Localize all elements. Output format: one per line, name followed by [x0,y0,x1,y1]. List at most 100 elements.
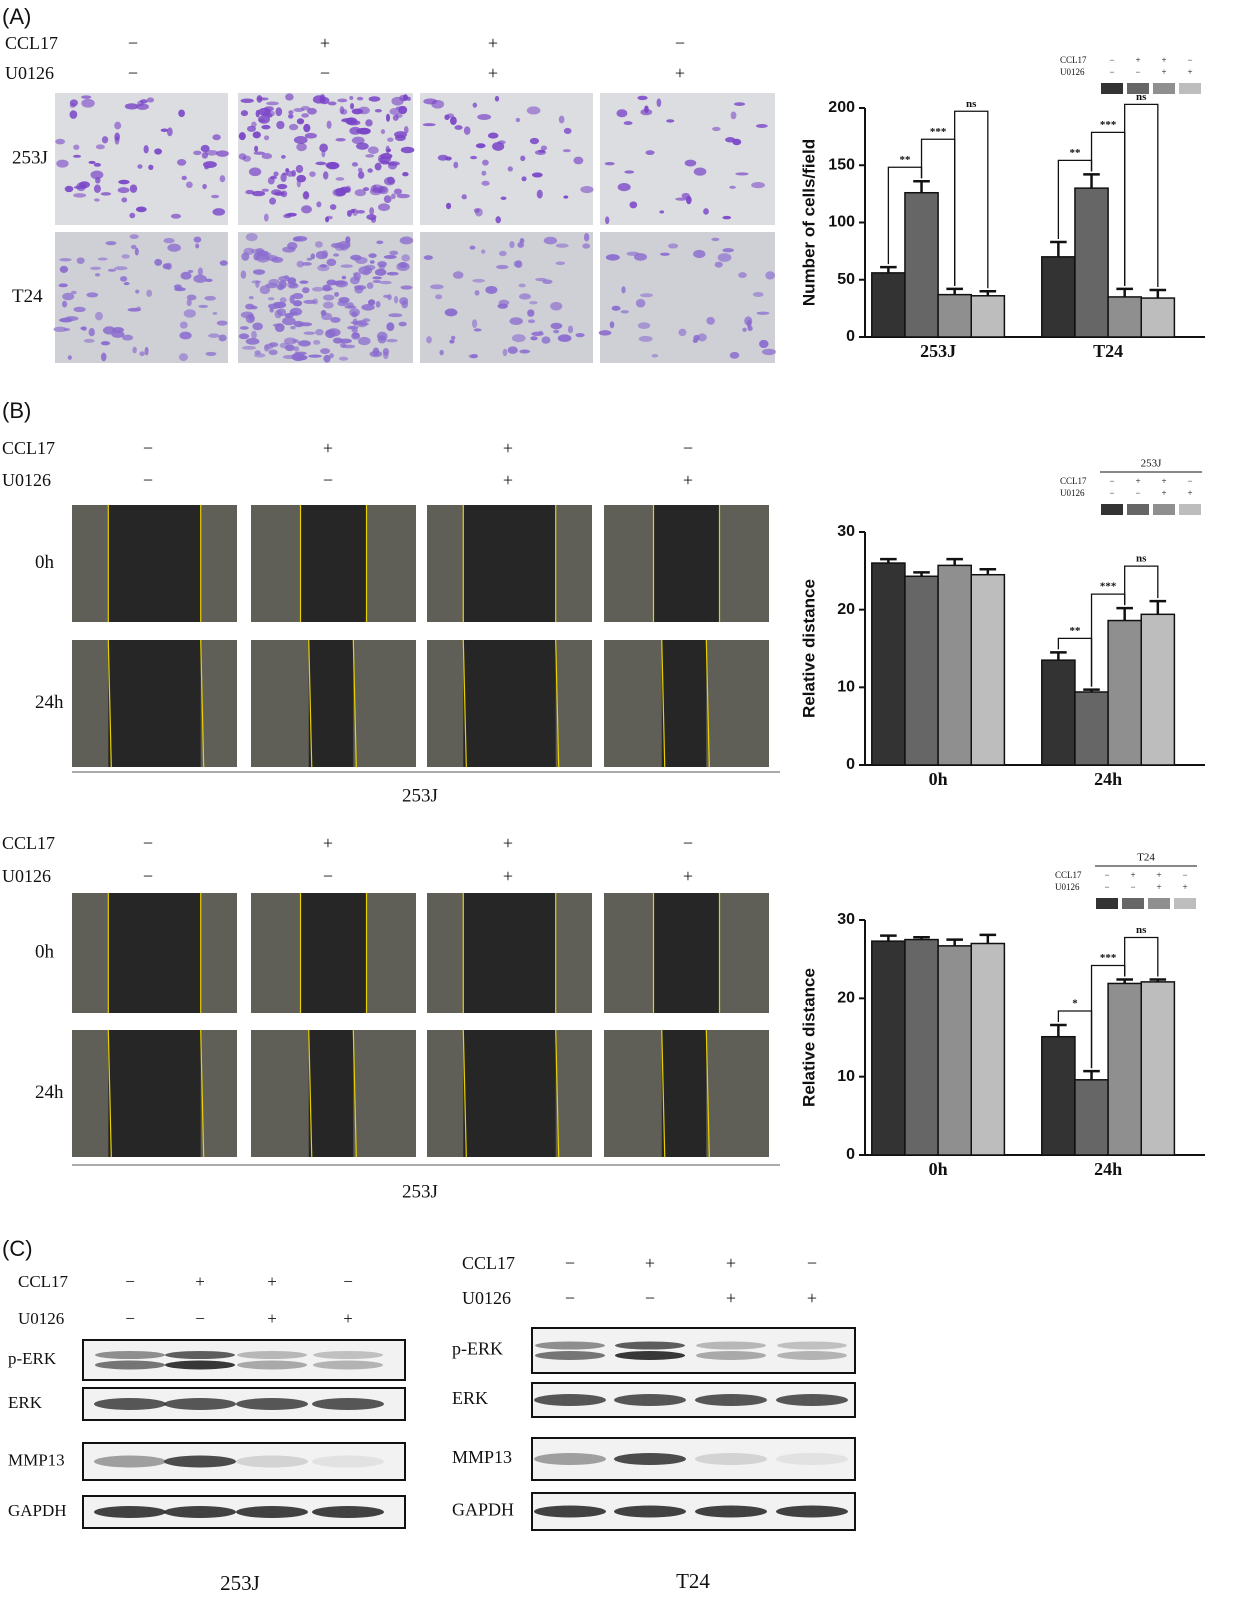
cell [304,132,317,139]
band [164,1398,236,1410]
cell [251,330,257,340]
cell [666,119,675,123]
cell [511,334,526,343]
scratch-gap [108,1030,201,1157]
cell [518,293,531,300]
cell [186,298,192,307]
cell [129,234,139,240]
cell [752,292,764,298]
treatment-sign: − [128,33,138,53]
legend-sign: + [1135,476,1140,486]
cell [119,276,128,282]
treatment-label: U0126 [462,1288,511,1308]
cell [90,170,104,180]
treatment-sign: + [726,1288,736,1308]
cell [347,210,352,217]
cell [538,330,544,334]
cell [73,144,80,150]
cell [296,260,305,268]
cell [555,261,566,265]
cell [519,238,525,244]
band [614,1453,686,1465]
significance-label: ns [1136,553,1147,565]
treatment-sign: + [323,833,333,853]
cell [730,111,737,120]
cell [395,113,403,118]
significance-label: ns [1136,91,1147,103]
cell [285,93,294,101]
cell [335,177,345,181]
cell [391,193,396,200]
cell [313,340,321,345]
cell [274,323,285,332]
y-tick-label: 20 [837,990,855,1007]
bar [1041,256,1076,338]
cell [320,310,327,316]
cell [620,310,629,314]
cell [379,280,392,285]
cell [485,285,498,294]
cell [239,326,249,330]
cell [86,292,99,298]
cell [326,161,340,170]
cell [340,264,353,268]
cell [180,271,192,280]
bar [1140,981,1176,1156]
cell [393,188,403,195]
cell [499,250,507,257]
cell [374,109,382,113]
cell [179,331,192,340]
cell [256,95,263,103]
cell [185,181,193,189]
caption: 253J [402,785,438,806]
blot [531,1327,856,1374]
treatment-sign: − [143,833,153,853]
cell [183,309,196,318]
cell [339,106,345,115]
scratch-gap [108,640,201,767]
cell [139,351,145,357]
band [695,1394,767,1406]
scratch-edge [661,1029,666,1158]
significance-label: *** [930,126,947,138]
cell [307,107,317,115]
bar [937,564,972,766]
scratch-edge [705,1029,710,1158]
cell [403,125,409,134]
cell [369,260,375,264]
cell [470,354,479,359]
cell [611,305,621,311]
cell [361,303,375,311]
cell [686,195,692,205]
cell [450,116,457,126]
legend-sign: − [1109,488,1114,498]
legend-sign: + [1161,488,1166,498]
panel-label: (C) [2,1236,33,1261]
cell [624,170,635,174]
cell [59,317,74,323]
cell [380,160,390,165]
bar [871,562,906,766]
cell [148,164,154,170]
cell [298,340,311,347]
band [237,1360,307,1370]
cell [240,110,249,117]
cell [253,151,266,155]
significance-label: ** [899,154,911,166]
treatment-sign: − [323,866,333,886]
cell [609,321,615,329]
row-label: 24h [35,692,64,713]
cell [290,325,296,330]
cell [266,101,279,106]
bar [970,573,1006,766]
cell [398,321,407,327]
cell [396,193,410,199]
cell [543,236,558,245]
cell [132,346,137,354]
cell [729,185,736,189]
cell [114,132,120,142]
cell [389,250,399,256]
cell [583,233,590,242]
cell [358,266,373,275]
cell [56,159,69,168]
